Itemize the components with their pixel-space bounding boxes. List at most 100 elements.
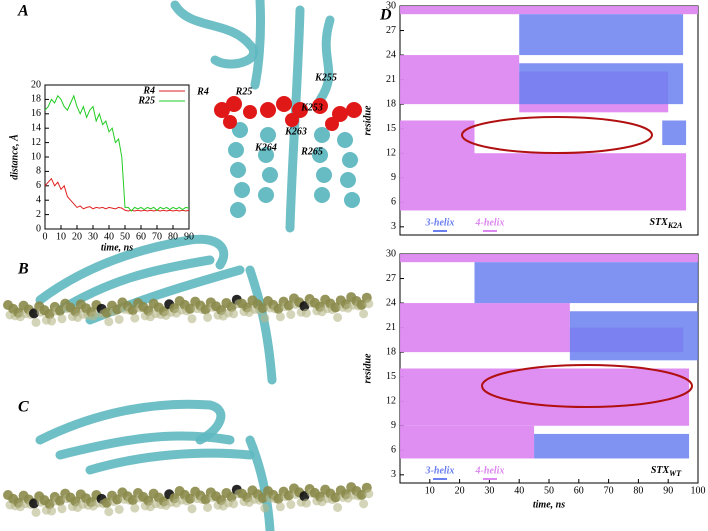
y-tick-label: 18 — [386, 346, 396, 357]
bead — [299, 491, 310, 502]
structure-segment — [474, 262, 698, 304]
bead — [29, 308, 39, 319]
bead — [260, 313, 270, 323]
bead — [101, 497, 112, 508]
structure-segment — [400, 368, 690, 426]
panel-label: D — [379, 7, 392, 24]
y-tick-label: 2 — [36, 209, 41, 220]
highlight-ellipse — [481, 364, 693, 408]
line-series — [44, 94, 190, 212]
x-tick-label: 60 — [574, 485, 584, 496]
bead — [226, 491, 237, 502]
y-tick-label: 27 — [386, 25, 396, 36]
residue-label: K263 — [284, 126, 307, 137]
structure-segment — [400, 55, 520, 105]
y-axis-label: distance, Å — [8, 134, 20, 180]
bead — [187, 314, 197, 324]
y-tick-label: 21 — [386, 74, 396, 85]
x-axis-label: time, ns — [533, 499, 565, 510]
panel-label: C — [18, 399, 29, 416]
panel-label: A — [17, 3, 29, 20]
bead — [257, 493, 268, 504]
y-tick-label: 6 — [391, 197, 396, 208]
bead — [127, 495, 138, 506]
y-tick-label: 6 — [391, 445, 396, 456]
y-tick-label: 24 — [386, 297, 396, 308]
bead — [57, 504, 67, 514]
bead — [330, 492, 341, 503]
x-tick-label: 80 — [168, 231, 178, 242]
y-tick-label: 4 — [36, 194, 41, 205]
bead — [364, 489, 374, 499]
structure-segment — [534, 433, 690, 459]
bead — [127, 305, 138, 316]
x-tick-label: 20 — [72, 231, 82, 242]
bead — [104, 317, 114, 327]
bead — [203, 312, 213, 322]
structure-segment — [519, 14, 684, 56]
x-tick-label: 50 — [544, 485, 554, 496]
x-tick-label: 0 — [43, 231, 48, 242]
bead — [200, 494, 211, 505]
y-tick-label: 14 — [31, 122, 41, 133]
plot-label: STXK2A — [649, 217, 683, 230]
bead — [260, 503, 270, 513]
y-tick-label: 0 — [36, 223, 41, 234]
bead — [333, 312, 343, 322]
bead — [229, 309, 239, 319]
panel-label: B — [17, 261, 29, 278]
y-tick-label: 12 — [31, 137, 41, 148]
bead — [31, 317, 41, 327]
bead — [55, 305, 65, 316]
x-tick-label: 20 — [455, 485, 465, 496]
bead — [130, 503, 140, 513]
structure-segment — [474, 153, 687, 211]
bead — [301, 308, 311, 318]
residue-label: R265 — [300, 146, 323, 157]
bead — [359, 499, 369, 509]
highlight-ellipse — [461, 116, 653, 154]
y-tick-label: 16 — [31, 108, 41, 119]
x-axis-label: time, ns — [101, 242, 133, 253]
legend-label: R25 — [137, 95, 155, 106]
bead — [47, 316, 57, 326]
y-tick-label: 15 — [386, 371, 396, 382]
structure-segment — [400, 120, 475, 211]
x-tick-label: 10 — [56, 231, 66, 242]
x-tick-label: 10 — [425, 485, 435, 496]
y-tick-label: 10 — [31, 151, 41, 162]
bead — [301, 498, 311, 508]
residue-label: K253 — [300, 102, 323, 113]
bead — [101, 307, 112, 318]
bead — [273, 493, 284, 504]
y-tick-label: 21 — [386, 322, 396, 333]
x-tick-label: 70 — [152, 231, 162, 242]
bead — [187, 504, 197, 514]
x-tick-label: 50 — [120, 231, 130, 242]
y-tick-label: 3 — [391, 469, 396, 480]
legend-label: 4-helix — [475, 465, 505, 476]
bead — [286, 310, 296, 320]
protein-image-a — [170, 0, 362, 233]
residue-label: K255 — [314, 72, 337, 83]
plot-label-main: STX — [651, 465, 670, 476]
plot-label-sub: WT — [669, 469, 682, 478]
x-tick-label: 70 — [604, 485, 614, 496]
legend-label: R4 — [142, 85, 155, 96]
bead — [273, 303, 284, 314]
legend-label: 3-helix — [425, 465, 455, 476]
y-tick-label: 30 — [386, 0, 396, 11]
y-axis-label: residue — [362, 105, 373, 136]
protein-image-c — [35, 399, 275, 531]
structure-segment — [400, 254, 698, 263]
bead — [200, 304, 211, 315]
bead — [356, 299, 367, 310]
bead — [47, 506, 57, 516]
y-tick-label: 12 — [386, 396, 396, 407]
bead — [359, 309, 369, 319]
y-tick-label: 12 — [386, 148, 396, 159]
bead — [185, 493, 195, 504]
y-tick-label: 30 — [386, 248, 396, 259]
bead — [333, 502, 343, 512]
